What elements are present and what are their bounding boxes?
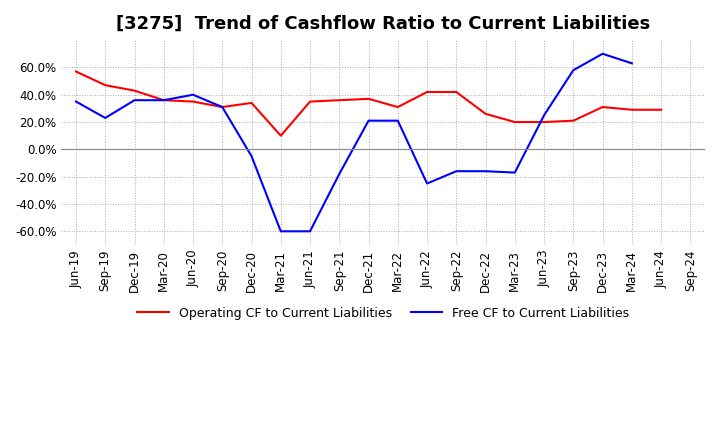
Operating CF to Current Liabilities xyxy=(510,119,519,125)
Free CF to Current Liabilities xyxy=(394,118,402,123)
Free CF to Current Liabilities xyxy=(452,169,461,174)
Free CF to Current Liabilities xyxy=(598,51,607,56)
Operating CF to Current Liabilities xyxy=(481,111,490,117)
Free CF to Current Liabilities xyxy=(628,61,636,66)
Line: Operating CF to Current Liabilities: Operating CF to Current Liabilities xyxy=(76,72,661,136)
Operating CF to Current Liabilities xyxy=(364,96,373,102)
Operating CF to Current Liabilities xyxy=(628,107,636,112)
Free CF to Current Liabilities xyxy=(218,104,227,110)
Operating CF to Current Liabilities xyxy=(189,99,197,104)
Operating CF to Current Liabilities xyxy=(452,89,461,95)
Free CF to Current Liabilities xyxy=(276,229,285,234)
Line: Free CF to Current Liabilities: Free CF to Current Liabilities xyxy=(76,54,632,231)
Legend: Operating CF to Current Liabilities, Free CF to Current Liabilities: Operating CF to Current Liabilities, Fre… xyxy=(132,302,634,325)
Free CF to Current Liabilities xyxy=(159,98,168,103)
Operating CF to Current Liabilities xyxy=(569,118,577,123)
Free CF to Current Liabilities xyxy=(306,229,315,234)
Free CF to Current Liabilities xyxy=(101,115,109,121)
Operating CF to Current Liabilities xyxy=(130,88,139,93)
Operating CF to Current Liabilities xyxy=(159,98,168,103)
Free CF to Current Liabilities xyxy=(540,113,549,118)
Operating CF to Current Liabilities xyxy=(247,100,256,106)
Free CF to Current Liabilities xyxy=(72,99,81,104)
Operating CF to Current Liabilities xyxy=(101,83,109,88)
Operating CF to Current Liabilities xyxy=(335,98,343,103)
Free CF to Current Liabilities xyxy=(510,170,519,175)
Free CF to Current Liabilities xyxy=(364,118,373,123)
Title: [3275]  Trend of Cashflow Ratio to Current Liabilities: [3275] Trend of Cashflow Ratio to Curren… xyxy=(116,15,650,33)
Operating CF to Current Liabilities xyxy=(394,104,402,110)
Free CF to Current Liabilities xyxy=(569,67,577,73)
Operating CF to Current Liabilities xyxy=(657,107,665,112)
Operating CF to Current Liabilities xyxy=(306,99,315,104)
Operating CF to Current Liabilities xyxy=(423,89,431,95)
Operating CF to Current Liabilities xyxy=(540,119,549,125)
Free CF to Current Liabilities xyxy=(335,171,343,176)
Free CF to Current Liabilities xyxy=(247,154,256,159)
Operating CF to Current Liabilities xyxy=(598,104,607,110)
Free CF to Current Liabilities xyxy=(189,92,197,97)
Operating CF to Current Liabilities xyxy=(218,104,227,110)
Operating CF to Current Liabilities xyxy=(276,133,285,138)
Free CF to Current Liabilities xyxy=(481,169,490,174)
Free CF to Current Liabilities xyxy=(423,181,431,186)
Operating CF to Current Liabilities xyxy=(72,69,81,74)
Free CF to Current Liabilities xyxy=(130,98,139,103)
